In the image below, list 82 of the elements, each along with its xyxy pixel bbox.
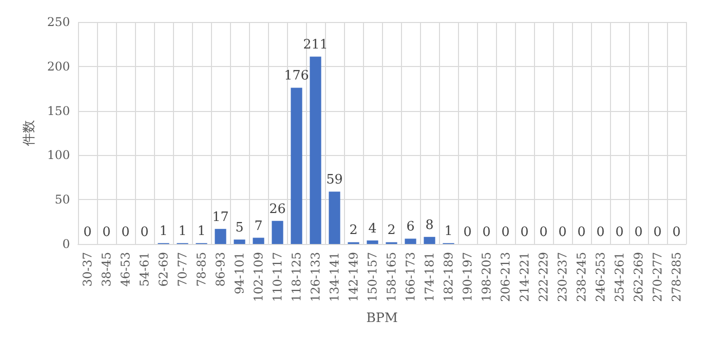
data-label: 8 <box>425 218 434 233</box>
bar <box>328 192 340 244</box>
bar <box>272 220 284 244</box>
y-tick-label: 0 <box>62 237 70 251</box>
x-tick-label: 238-245 <box>574 252 588 302</box>
data-label: 2 <box>349 223 358 238</box>
x-tick-label: 54-61 <box>138 252 152 287</box>
data-label: 0 <box>634 225 643 240</box>
bar <box>214 228 226 244</box>
x-tick-label: 102-109 <box>252 252 266 302</box>
x-tick-label: 94-101 <box>232 252 246 294</box>
x-tick-label: 230-237 <box>556 252 570 302</box>
x-tick-label: 150-157 <box>366 252 380 302</box>
data-label: 7 <box>254 218 263 234</box>
x-tick-label: 198-205 <box>480 252 494 302</box>
x-tick-label: 110-117 <box>270 252 284 302</box>
x-tick-label: 222-229 <box>536 252 550 302</box>
x-tick-label: 182-189 <box>442 252 456 302</box>
x-tick-label: 86-93 <box>214 252 228 287</box>
bar <box>290 88 302 244</box>
x-tick-label: 190-197 <box>460 252 474 302</box>
data-label: 0 <box>520 225 529 240</box>
data-label: 211 <box>303 38 328 53</box>
y-tick-label: 100 <box>47 148 70 162</box>
bar <box>404 238 416 244</box>
data-label: 26 <box>269 202 286 217</box>
data-label: 1 <box>159 224 168 240</box>
y-tick-label: 200 <box>47 59 70 74</box>
data-label: 176 <box>284 68 309 84</box>
data-label: 4 <box>368 221 377 236</box>
data-label: 0 <box>558 225 567 240</box>
data-label: 0 <box>463 225 472 240</box>
x-tick-label: 118-125 <box>290 252 304 302</box>
bar <box>252 238 264 244</box>
x-tick-label: 38-45 <box>100 252 114 287</box>
x-tick-label: 174-181 <box>422 252 436 302</box>
x-tick-label: 254-261 <box>612 252 626 302</box>
x-tick-label: 158-165 <box>384 252 398 302</box>
x-axis-title: BPM <box>366 311 398 326</box>
bar <box>234 240 246 244</box>
data-label: 6 <box>406 220 415 235</box>
bar <box>310 56 322 244</box>
x-tick-label: 46-53 <box>118 252 132 287</box>
data-label: 0 <box>501 225 510 240</box>
data-label: 0 <box>140 225 149 240</box>
data-label: 0 <box>482 225 491 240</box>
x-tick-label: 166-173 <box>404 252 418 302</box>
data-label: 1 <box>178 224 187 240</box>
y-axis-title: 件数 <box>22 120 37 146</box>
x-tick-label: 30-37 <box>80 252 94 287</box>
data-label: 0 <box>102 225 111 240</box>
x-tick-label: 206-213 <box>498 252 512 302</box>
data-label: 0 <box>577 225 586 240</box>
data-label: 1 <box>444 224 453 240</box>
data-label: 0 <box>672 225 681 240</box>
x-tick-label: 262-269 <box>632 252 646 302</box>
data-label: 0 <box>83 225 92 240</box>
data-label: 0 <box>121 225 130 240</box>
data-label: 59 <box>326 172 343 188</box>
x-tick-label: 142-149 <box>346 252 360 302</box>
x-tick-label: 270-277 <box>650 252 664 302</box>
data-label: 0 <box>596 225 605 240</box>
data-label: 0 <box>653 225 662 240</box>
y-tick-label: 50 <box>54 192 70 207</box>
x-tick-label: 134-141 <box>328 252 342 302</box>
x-tick-label: 62-69 <box>156 252 170 287</box>
bar <box>366 240 378 244</box>
bar <box>424 236 436 244</box>
x-tick-label: 246-253 <box>594 252 608 302</box>
data-label: 0 <box>615 225 624 240</box>
data-label: 17 <box>212 210 229 225</box>
y-tick-label: 250 <box>47 15 70 29</box>
x-tick-label: 214-221 <box>518 252 532 302</box>
data-label: 0 <box>539 225 548 240</box>
data-label: 2 <box>387 223 396 238</box>
data-label: 1 <box>197 224 206 240</box>
data-label: 5 <box>235 220 244 236</box>
x-tick-label: 70-77 <box>176 252 190 287</box>
x-tick-label: 78-85 <box>194 252 208 287</box>
x-tick-label: 126-133 <box>308 252 322 302</box>
x-tick-label: 278-285 <box>670 252 684 302</box>
y-tick-label: 150 <box>47 104 70 118</box>
